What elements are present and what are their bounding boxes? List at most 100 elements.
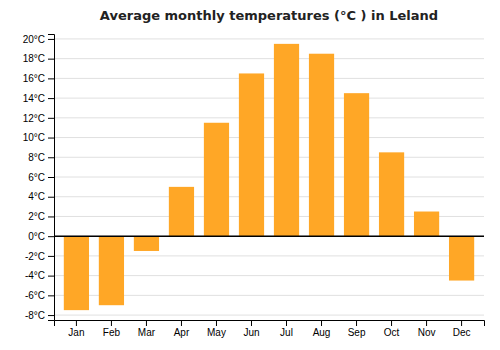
y-tick: 18°C [23, 53, 54, 64]
y-tick: -4°C [25, 270, 54, 281]
x-tick-mark [76, 320, 77, 326]
y-tick-label: -8°C [25, 310, 45, 321]
grid-line [54, 315, 484, 316]
grid-line [54, 38, 484, 39]
y-tick-label: -4°C [25, 270, 45, 281]
x-tick: Jan [68, 320, 84, 338]
x-tick: May [207, 320, 226, 338]
bar [204, 123, 229, 236]
y-axis-line [48, 35, 55, 321]
y-tick-mark [48, 39, 54, 40]
y-tick-label: -2°C [25, 251, 45, 262]
y-tick-label: 10°C [23, 132, 45, 143]
y-tick-label: 4°C [28, 191, 45, 202]
x-tick-label: May [207, 327, 226, 338]
x-axis-line [55, 321, 485, 327]
y-tick: -8°C [25, 310, 54, 321]
y-tick: 8°C [28, 152, 54, 163]
y-tick-mark [48, 138, 54, 139]
x-tick: Nov [418, 320, 436, 338]
y-tick-mark [48, 295, 54, 296]
x-tick-label: Mar [138, 327, 156, 338]
grid-line [54, 137, 484, 138]
y-tick-label: 6°C [28, 172, 45, 183]
bar [64, 236, 89, 310]
y-tick: -2°C [25, 251, 54, 262]
y-tick-mark [48, 78, 54, 79]
bar [99, 236, 124, 305]
bar [344, 93, 369, 236]
x-tick: Jun [243, 320, 259, 338]
y-tick-mark [48, 98, 54, 99]
y-axis: -8°C -6°C -4°C -2°C 0°C 2°C 4°C 6°C 8°C 10°C 12°C 1… [23, 34, 55, 321]
x-tick-mark [461, 320, 462, 326]
y-tick: 10°C [23, 132, 54, 143]
x-tick-mark [391, 320, 392, 326]
x-tick: Oct [384, 320, 400, 338]
y-tick-mark [48, 256, 54, 257]
x-tick-label: Jan [68, 327, 84, 338]
zero-line [54, 235, 484, 237]
x-tick-label: Aug [313, 327, 331, 338]
y-tick: 4°C [28, 191, 54, 202]
y-tick-label: -6°C [25, 290, 45, 301]
x-tick: Mar [138, 320, 156, 338]
y-tick-label: 8°C [28, 152, 45, 163]
x-tick: Sep [348, 320, 366, 338]
x-tick-mark [356, 320, 357, 326]
x-tick-label: Dec [453, 327, 471, 338]
x-tick-mark [321, 320, 322, 326]
y-tick-label: 16°C [23, 73, 45, 84]
y-tick-label: 12°C [23, 113, 45, 124]
grid-line [54, 196, 484, 197]
x-tick-mark [286, 320, 287, 326]
y-tick-label: 2°C [28, 211, 45, 222]
grid-line [54, 117, 484, 118]
y-tick-mark [48, 276, 54, 277]
chart: -8°C -6°C -4°C -2°C 0°C 2°C 4°C 6°C 8°C 10°C 12°C 1… [0, 0, 500, 350]
y-tick-mark [48, 197, 54, 198]
y-tick-label: 14°C [23, 93, 45, 104]
y-tick: 20°C [23, 34, 54, 45]
grid-line [54, 58, 484, 59]
bar [379, 152, 404, 236]
x-tick-label: Nov [418, 327, 436, 338]
x-axis: Jan Feb Mar Apr May Jun Jul Aug Sep Oct Nov Dec [55, 320, 485, 338]
x-tick-label: Oct [384, 327, 400, 338]
y-tick: 2°C [28, 211, 54, 222]
x-tick-mark [426, 320, 427, 326]
grid-line [54, 236, 484, 237]
y-tick: 0°C [28, 231, 54, 242]
y-tick-label: 0°C [28, 231, 45, 242]
x-tick-label: Jul [280, 327, 293, 338]
x-tick-label: Feb [103, 327, 121, 338]
y-tick: 14°C [23, 93, 54, 104]
y-tick-mark [48, 157, 54, 158]
x-tick: Apr [174, 320, 190, 338]
grid-line [54, 177, 484, 178]
grid-line [54, 157, 484, 158]
bar [414, 212, 439, 237]
grid [54, 39, 484, 315]
x-tick-label: Jun [243, 327, 259, 338]
x-tick: Dec [453, 320, 471, 338]
bar [309, 54, 334, 236]
y-tick-mark [48, 216, 54, 217]
y-tick-mark [48, 59, 54, 60]
plot-area [54, 44, 484, 310]
x-tick-mark [146, 320, 147, 326]
bar [169, 187, 194, 236]
y-tick-label: 20°C [23, 34, 45, 45]
bar [449, 236, 474, 280]
y-tick-mark [48, 118, 54, 119]
title: Average monthly temperatures (°C ) in Le… [100, 8, 438, 23]
bar [134, 236, 159, 251]
x-tick-mark [251, 320, 252, 326]
x-tick-label: Sep [348, 327, 366, 338]
x-tick: Jul [280, 320, 293, 338]
y-tick: 16°C [23, 73, 54, 84]
y-tick: 6°C [28, 172, 54, 183]
grid-line [54, 78, 484, 79]
bar [239, 73, 264, 236]
x-tick: Aug [313, 320, 331, 338]
